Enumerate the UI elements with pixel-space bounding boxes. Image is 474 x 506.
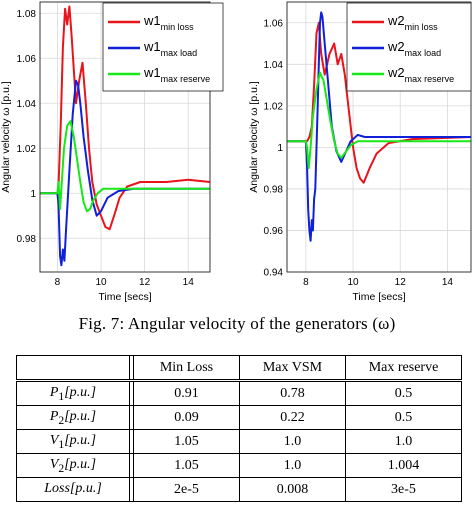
table-cell: 1.0 bbox=[239, 429, 346, 454]
table-cell: 0.91 bbox=[133, 380, 240, 406]
x-tick-label: 8 bbox=[55, 277, 61, 288]
x-axis-label: Time [secs] bbox=[98, 291, 151, 303]
plot-frame bbox=[286, 1, 472, 273]
series-line-max-load bbox=[40, 79, 210, 267]
row-label-unit: [p.u.] bbox=[64, 432, 97, 448]
legend-entry-sub: max load bbox=[161, 48, 198, 58]
row-label: P1[p.u.] bbox=[16, 380, 130, 406]
row-label-sub: 2 bbox=[58, 461, 65, 475]
table-header-cell: Max reserve bbox=[345, 355, 462, 382]
row-label-var: V bbox=[49, 456, 59, 472]
x-tick-label: 14 bbox=[442, 277, 454, 288]
y-tick-label: 1.06 bbox=[17, 54, 37, 65]
y-tick-label: 0.94 bbox=[264, 268, 284, 279]
table-cell: 1.05 bbox=[133, 429, 240, 454]
figure-panels: 8 10 12 14 0.98 1 1.02 1.04 1.06 1.08 Time [secs] A… bbox=[0, 1, 472, 303]
table-cell: 0.008 bbox=[239, 477, 346, 502]
row-label-var: P bbox=[49, 384, 59, 400]
table-cell: 1.0 bbox=[345, 429, 462, 454]
row-label-var: Loss bbox=[44, 480, 70, 496]
figure-caption: Fig. 7: Angular velocity of the generato… bbox=[78, 314, 396, 333]
y-axis-label: Angular velocity ω [p.u.] bbox=[248, 81, 260, 193]
series-line-max-reserve bbox=[40, 120, 210, 213]
table-cell: 1.004 bbox=[345, 453, 462, 478]
table-row: Loss[p.u.] 2e-5 0.008 3e-5 bbox=[16, 477, 462, 502]
row-label: V2[p.u.] bbox=[16, 453, 130, 478]
legend-entry-sub: min loss bbox=[161, 22, 195, 32]
x-tick-label: 12 bbox=[395, 277, 407, 288]
series-line-max-reserve bbox=[287, 71, 471, 170]
row-label: P2[p.u.] bbox=[16, 405, 130, 430]
row-label: V1[p.u.] bbox=[16, 429, 130, 454]
row-label-sub: 2 bbox=[58, 413, 65, 427]
table-header-row: Min Loss Max VSM Max reserve bbox=[16, 355, 462, 382]
table-cell: 0.22 bbox=[239, 405, 346, 430]
y-tick-label: 1.06 bbox=[264, 18, 284, 29]
y-tick-label: 1.02 bbox=[264, 101, 284, 112]
x-tick-label: 14 bbox=[183, 277, 195, 288]
row-label-unit: [p.u.] bbox=[69, 480, 102, 496]
table-cell: 0.5 bbox=[345, 405, 462, 430]
plot-frame bbox=[39, 1, 211, 273]
table-cell: 2e-5 bbox=[133, 477, 240, 502]
x-axis-label: Time [secs] bbox=[352, 291, 405, 303]
table-row: V1[p.u.] 1.05 1.0 1.0 bbox=[16, 429, 462, 454]
table-cell: 0.5 bbox=[345, 380, 462, 406]
series-line-max-load bbox=[287, 11, 471, 242]
x-tick-label: 10 bbox=[347, 277, 359, 288]
row-label-sub: 1 bbox=[58, 437, 65, 451]
row-label-var: V bbox=[49, 432, 59, 448]
legend-entry-sub: max load bbox=[405, 48, 442, 58]
row-label-var: P bbox=[49, 408, 59, 424]
table-row: P2[p.u.] 0.09 0.22 0.5 bbox=[16, 405, 462, 430]
x-tick-label: 12 bbox=[139, 277, 151, 288]
y-axis-label: Angular velocity ω [p.u.] bbox=[0, 81, 12, 193]
row-label: Loss[p.u.] bbox=[16, 477, 130, 502]
x-tick-label: 10 bbox=[95, 277, 107, 288]
table-header-cell: Min Loss bbox=[133, 355, 240, 382]
y-tick-label: 0.98 bbox=[17, 234, 37, 245]
x-tick-label: 8 bbox=[303, 277, 309, 288]
results-table: Min Loss Max VSM Max reserve P1[p.u.] 0.… bbox=[16, 355, 462, 502]
row-label-unit: [p.u.] bbox=[64, 408, 97, 424]
table-header-cell: Max VSM bbox=[239, 355, 346, 382]
row-label-sub: 1 bbox=[58, 389, 65, 403]
row-label-unit: [p.u.] bbox=[64, 456, 97, 472]
chart-panel-1: 8 10 12 14 0.98 1 1.02 1.04 1.06 1.08 Time [secs] A… bbox=[0, 1, 224, 303]
table-cell: 1.0 bbox=[239, 453, 346, 478]
y-tick-label: 1.04 bbox=[17, 99, 37, 110]
legend-entry-sub: max reserve bbox=[161, 74, 211, 84]
y-tick-label: 1 bbox=[277, 143, 283, 154]
table-corner-cell bbox=[16, 355, 130, 382]
y-tick-label: 1.08 bbox=[17, 9, 37, 20]
y-tick-label: 0.98 bbox=[264, 184, 284, 195]
y-tick-label: 0.96 bbox=[264, 226, 284, 237]
chart-panel-2: 8 10 12 14 0.94 0.96 0.98 1 1.02 1.04 1.06 Time [se… bbox=[248, 1, 472, 303]
legend-entry-sub: min loss bbox=[405, 22, 439, 32]
y-tick-label: 1.04 bbox=[264, 60, 284, 71]
table-row: V2[p.u.] 1.05 1.0 1.004 bbox=[16, 453, 462, 478]
y-tick-label: 1.02 bbox=[17, 144, 37, 155]
table-cell: 0.09 bbox=[133, 405, 240, 430]
y-tick-label: 1 bbox=[30, 189, 36, 200]
table-cell: 0.78 bbox=[239, 380, 346, 406]
row-label-unit: [p.u.] bbox=[64, 384, 97, 400]
table-cell: 1.05 bbox=[133, 453, 240, 478]
legend-entry-sub: max reserve bbox=[405, 74, 455, 84]
table-cell: 3e-5 bbox=[345, 477, 462, 502]
table-row: P1[p.u.] 0.91 0.78 0.5 bbox=[16, 380, 462, 406]
